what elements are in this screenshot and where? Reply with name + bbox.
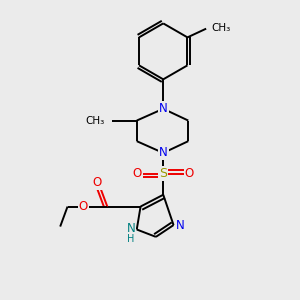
Text: O: O [184, 167, 194, 180]
Text: N: N [176, 219, 184, 232]
Text: O: O [133, 167, 142, 180]
Text: CH₃: CH₃ [85, 116, 104, 126]
Text: H: H [127, 234, 134, 244]
Text: O: O [79, 200, 88, 213]
Text: N: N [159, 102, 168, 115]
Text: N: N [127, 221, 135, 235]
Text: S: S [159, 167, 167, 180]
Text: O: O [92, 176, 102, 189]
Text: CH₃: CH₃ [212, 23, 231, 33]
Text: N: N [159, 146, 168, 159]
